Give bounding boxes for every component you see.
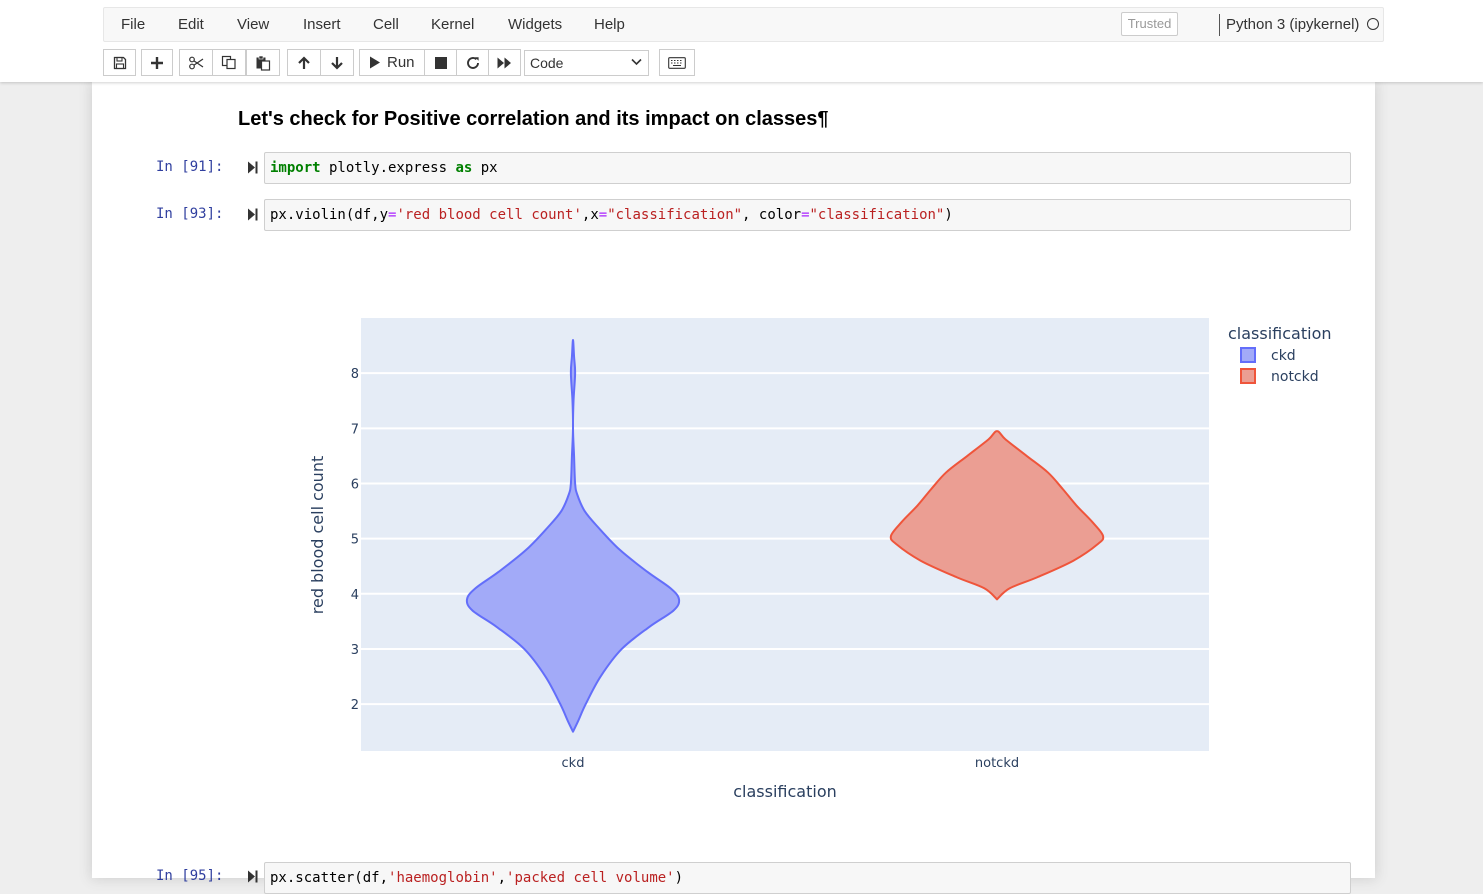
violin-notckd[interactable] <box>889 430 1105 601</box>
cut-icon <box>189 56 204 69</box>
y-tick-label: 2 <box>351 698 359 713</box>
cell-type-select[interactable]: Code <box>524 50 649 76</box>
code-token: px.violin(df,y <box>270 207 389 223</box>
command-palette-button[interactable] <box>659 49 695 76</box>
copy-button[interactable] <box>212 49 246 76</box>
chevron-down-icon <box>631 58 642 66</box>
code-token: "classification" <box>809 207 945 223</box>
code-input[interactable]: import plotly.express as px <box>264 152 1351 184</box>
y-tick-labels: 2 3 4 5 6 7 8 <box>351 367 359 713</box>
menubar: File Edit View Insert Cell Kernel Widget… <box>103 7 1384 42</box>
violin-ckd[interactable] <box>465 339 681 733</box>
play-icon <box>370 56 380 69</box>
cell-prompt: In [91]: <box>156 159 224 175</box>
run-cell-icon[interactable] <box>247 208 258 221</box>
run-label: Run <box>387 54 415 71</box>
legend-label[interactable]: notckd <box>1271 369 1319 385</box>
copy-icon <box>221 55 236 70</box>
legend-label[interactable]: ckd <box>1271 348 1296 364</box>
code-token: plotly.express <box>320 160 456 176</box>
restart-run-all-button[interactable] <box>488 49 521 76</box>
kernel-idle-icon <box>1367 18 1379 30</box>
code-token: = <box>388 207 397 223</box>
y-tick-label: 6 <box>351 477 359 492</box>
code-token: import <box>270 160 321 176</box>
insert-cell-button[interactable] <box>141 49 173 76</box>
code-token: ) <box>944 207 953 223</box>
legend: ckd notckd <box>1240 347 1319 385</box>
menu-cell[interactable]: Cell <box>373 16 399 33</box>
paste-button[interactable] <box>246 49 280 76</box>
legend-swatch[interactable] <box>1240 347 1256 363</box>
menu-edit[interactable]: Edit <box>178 16 204 33</box>
cut-button[interactable] <box>179 49 213 76</box>
restart-icon <box>466 56 479 69</box>
move-up-button[interactable] <box>287 49 321 76</box>
save-icon <box>113 56 126 69</box>
kernel-name[interactable]: Python 3 (ipykernel) <box>1226 16 1360 33</box>
menu-kernel[interactable]: Kernel <box>431 16 475 33</box>
code-token: , color <box>742 207 802 223</box>
stop-icon <box>434 56 447 69</box>
arrow-down-icon <box>331 56 343 70</box>
markdown-heading: Let's check for Positive correlation and… <box>238 108 829 130</box>
legend-title: classification <box>1228 324 1332 343</box>
code-token: ,x <box>581 207 599 223</box>
run-button[interactable]: Run <box>359 49 425 76</box>
restart-kernel-button[interactable] <box>456 49 489 76</box>
paste-icon <box>256 55 271 71</box>
y-axis-title: red blood cell count <box>308 456 327 615</box>
x-tick-labels: ckd notckd <box>562 756 1020 771</box>
x-tick-label: ckd <box>562 756 585 771</box>
menu-help[interactable]: Help <box>594 16 625 33</box>
trusted-indicator[interactable]: Trusted <box>1121 12 1178 36</box>
violins <box>465 339 1105 733</box>
save-button[interactable] <box>103 49 136 76</box>
code-token: = <box>598 207 608 223</box>
move-down-button[interactable] <box>320 49 354 76</box>
interrupt-button[interactable] <box>424 49 457 76</box>
code-token: 'red blood cell count' <box>396 207 582 223</box>
y-tick-label: 5 <box>351 533 359 548</box>
cell-type-value: Code <box>530 55 564 71</box>
y-tick-label: 3 <box>351 643 359 658</box>
arrow-up-icon <box>298 55 310 69</box>
menu-widgets[interactable]: Widgets <box>508 16 563 33</box>
plus-icon <box>151 56 163 69</box>
x-tick-label: notckd <box>975 756 1019 771</box>
code-input[interactable]: px.violin(df,y='red blood cell count',x=… <box>264 199 1351 231</box>
y-tick-label: 7 <box>351 422 359 437</box>
code-token: as <box>455 160 473 176</box>
code-token: px <box>472 160 498 176</box>
keyboard-icon <box>668 56 686 69</box>
x-axis-title: classification <box>733 782 837 801</box>
code-token: "classification" <box>607 207 743 223</box>
legend-swatch[interactable] <box>1240 368 1256 384</box>
y-tick-label: 8 <box>351 367 359 382</box>
kernel-separator <box>1219 14 1220 36</box>
cell-prompt: In [93]: <box>156 206 224 222</box>
run-cell-icon[interactable] <box>247 161 258 174</box>
code-token: = <box>801 207 810 223</box>
menu-view[interactable]: View <box>237 16 270 33</box>
menu-insert[interactable]: Insert <box>303 16 341 33</box>
y-tick-label: 4 <box>351 588 359 603</box>
menu-file[interactable]: File <box>121 16 146 33</box>
notebook-header: File Edit View Insert Cell Kernel Widget… <box>0 0 1483 82</box>
fast-forward-icon <box>497 57 511 68</box>
